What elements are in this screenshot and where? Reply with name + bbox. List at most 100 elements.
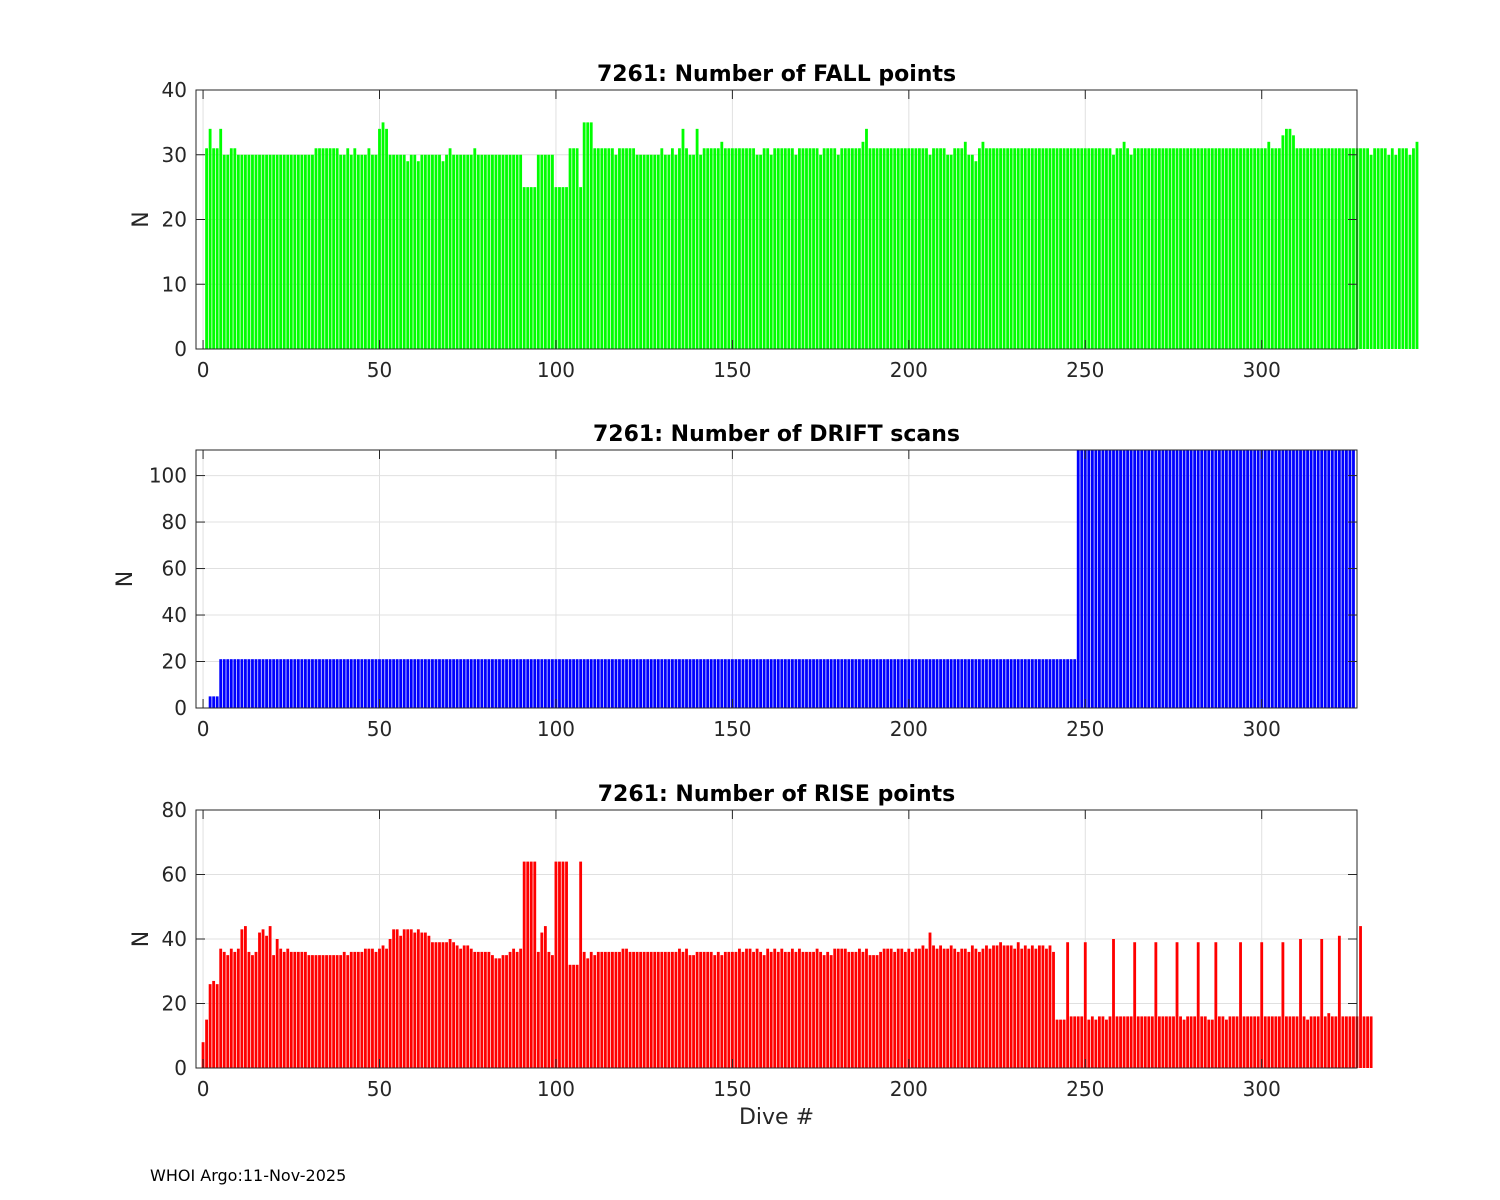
bar — [695, 659, 699, 708]
bar — [854, 148, 858, 349]
bar — [865, 128, 868, 349]
bar — [628, 148, 632, 349]
bar — [526, 659, 530, 708]
bar — [692, 659, 695, 708]
bar — [1013, 948, 1017, 1068]
bar — [455, 659, 459, 708]
bar — [392, 154, 396, 349]
bar — [1327, 450, 1331, 708]
bar — [229, 948, 233, 1068]
bar — [476, 659, 480, 708]
bar — [1027, 148, 1031, 349]
bar — [1172, 1016, 1175, 1068]
bar — [1048, 148, 1052, 349]
bar — [395, 659, 399, 708]
bar — [918, 148, 921, 349]
bar — [607, 659, 611, 708]
bar — [981, 659, 985, 708]
bar — [741, 659, 745, 708]
bar — [1052, 148, 1055, 349]
bar — [1306, 1019, 1310, 1068]
bar — [349, 659, 353, 708]
bar — [543, 659, 547, 708]
bar — [480, 659, 484, 708]
bar — [759, 154, 763, 349]
bar — [1217, 450, 1221, 708]
bar — [1232, 450, 1235, 708]
bar — [879, 659, 883, 708]
bar — [466, 945, 470, 1068]
bar — [956, 148, 960, 349]
bar — [229, 659, 233, 708]
bar — [554, 659, 558, 708]
bar — [639, 951, 643, 1068]
bar — [339, 659, 343, 708]
bar — [1207, 1019, 1211, 1068]
bar — [342, 659, 346, 708]
bar — [1002, 148, 1006, 349]
bar — [1179, 1016, 1182, 1068]
bar — [981, 948, 985, 1068]
bar — [318, 148, 321, 349]
bar — [1203, 450, 1207, 708]
bar — [431, 942, 434, 1068]
bar — [1172, 148, 1175, 349]
bar — [335, 659, 339, 708]
bar — [1306, 450, 1310, 708]
bar — [1122, 1016, 1126, 1068]
bar — [670, 148, 674, 349]
bar — [441, 942, 445, 1068]
bar — [469, 948, 473, 1068]
bar — [1006, 659, 1010, 708]
bar — [498, 154, 501, 349]
bar — [356, 951, 360, 1068]
bar — [385, 948, 388, 1068]
bar — [840, 148, 844, 349]
bar — [1122, 450, 1126, 708]
bar — [1023, 945, 1027, 1068]
bar — [494, 659, 498, 708]
bar — [1140, 148, 1144, 349]
bar — [699, 659, 703, 708]
bar — [406, 161, 410, 349]
bar — [639, 659, 643, 708]
bar — [303, 951, 307, 1068]
bar — [1330, 148, 1334, 349]
y-tick-label: 40 — [162, 927, 187, 951]
bar — [1327, 148, 1331, 349]
bar — [1069, 659, 1073, 708]
bar — [289, 951, 293, 1068]
bar — [963, 948, 967, 1068]
bar — [1045, 659, 1048, 708]
bar — [491, 955, 494, 1068]
bar — [815, 659, 819, 708]
bar — [1232, 148, 1235, 349]
bar — [1260, 148, 1264, 349]
bar — [378, 128, 381, 349]
bar — [1281, 135, 1285, 349]
bar — [547, 951, 551, 1068]
bar — [995, 148, 999, 349]
x-tick-label: 250 — [1066, 358, 1104, 382]
bar — [670, 659, 674, 708]
bar — [1140, 1016, 1144, 1068]
bar — [1196, 942, 1200, 1068]
bar — [208, 984, 212, 1068]
bar — [1016, 659, 1020, 708]
bar — [716, 148, 720, 349]
bar — [1069, 148, 1073, 349]
bar — [1016, 148, 1020, 349]
bar — [226, 955, 230, 1068]
bar — [903, 148, 907, 349]
bar — [667, 659, 671, 708]
bar — [1249, 1016, 1253, 1068]
bar — [251, 659, 254, 708]
bar — [805, 148, 808, 349]
bar — [508, 659, 512, 708]
bar — [360, 154, 364, 349]
bar — [586, 122, 590, 349]
bar — [498, 659, 501, 708]
bar — [258, 932, 261, 1068]
bar — [1157, 1016, 1161, 1068]
bar — [1027, 948, 1031, 1068]
